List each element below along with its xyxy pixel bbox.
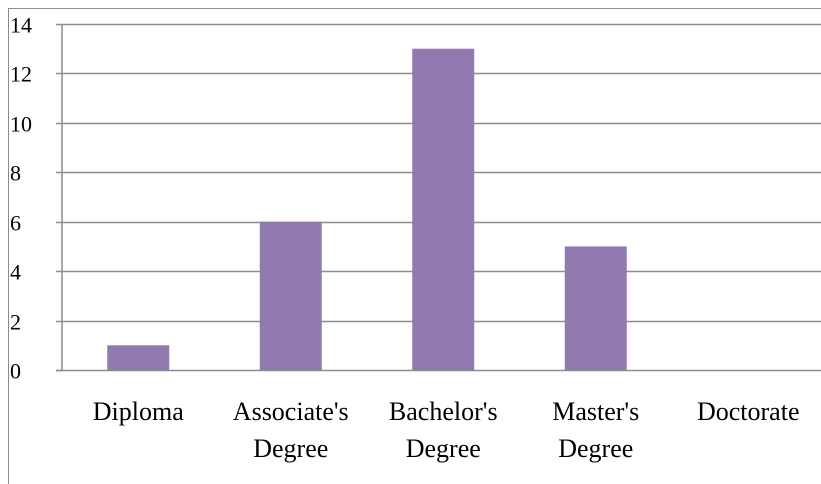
y-tick-label: 2 [10,310,21,335]
bar-bachelor-s-degree [412,48,475,370]
y-tick-label: 14 [10,13,32,38]
y-tick-label: 12 [10,62,32,87]
x-category-label: Diploma [93,397,184,426]
bars [107,48,627,370]
axes [56,23,821,372]
y-tick-label: 4 [10,260,21,285]
x-category-label: Degree [558,434,633,463]
x-category-label: Degree [406,434,481,463]
labels: 0 2 4 6 8 10 12 14 Diploma Associate's Degree Bache… [10,13,800,464]
x-category-label: Master's [552,397,639,426]
bar-diploma [107,345,170,370]
y-tick-label: 6 [10,211,21,236]
y-tick-label: 0 [10,359,21,384]
x-category-label: Degree [253,434,328,463]
bar-associate-s-degree [259,221,322,370]
y-tick-label: 8 [10,161,21,186]
bar-master-s-degree [564,246,627,370]
x-category-label: Associate's [233,397,349,426]
x-category-label: Doctorate [697,397,800,426]
y-tick-label: 10 [10,112,32,137]
x-category-label: Bachelor's [389,397,498,426]
